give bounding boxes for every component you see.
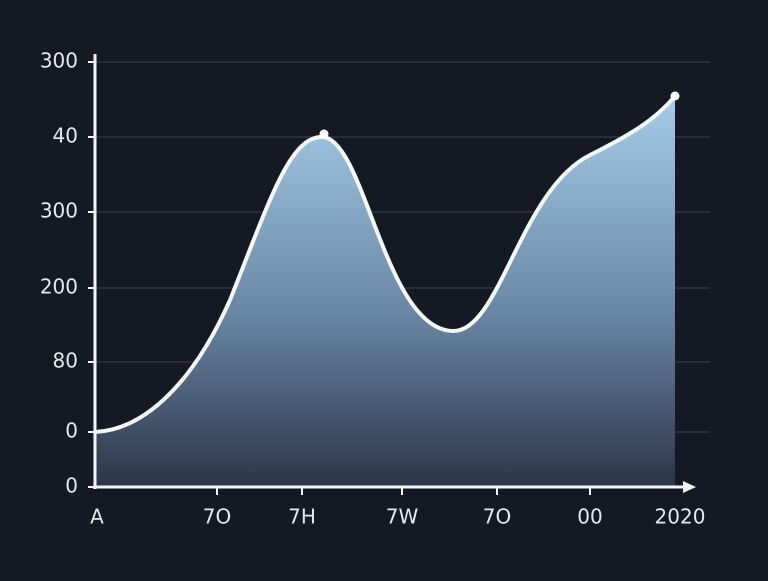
x-tick-label: 7O: [483, 505, 511, 529]
x-tick-label: 7W: [386, 505, 419, 529]
y-tick-label: 0: [65, 419, 78, 443]
x-tick-label: 7H: [288, 505, 316, 529]
x-tick-label: 2020: [655, 505, 706, 529]
y-tick-label: 0: [65, 474, 78, 498]
x-axis-arrow: [683, 481, 696, 493]
y-tick-label: 200: [40, 275, 78, 299]
curve-line: [93, 94, 677, 434]
y-tick-label: 300: [40, 199, 78, 223]
end-dot: [670, 91, 680, 101]
y-tick-label: 300: [40, 49, 78, 73]
area-fill: [95, 96, 675, 487]
y-tick-label: 40: [53, 124, 78, 148]
peak-dot: [319, 129, 329, 139]
x-tick-label: 7O: [203, 505, 231, 529]
x-tick-label: A: [90, 505, 104, 529]
y-tick-label: 80: [53, 349, 78, 373]
x-tick-label: 00: [577, 505, 602, 529]
